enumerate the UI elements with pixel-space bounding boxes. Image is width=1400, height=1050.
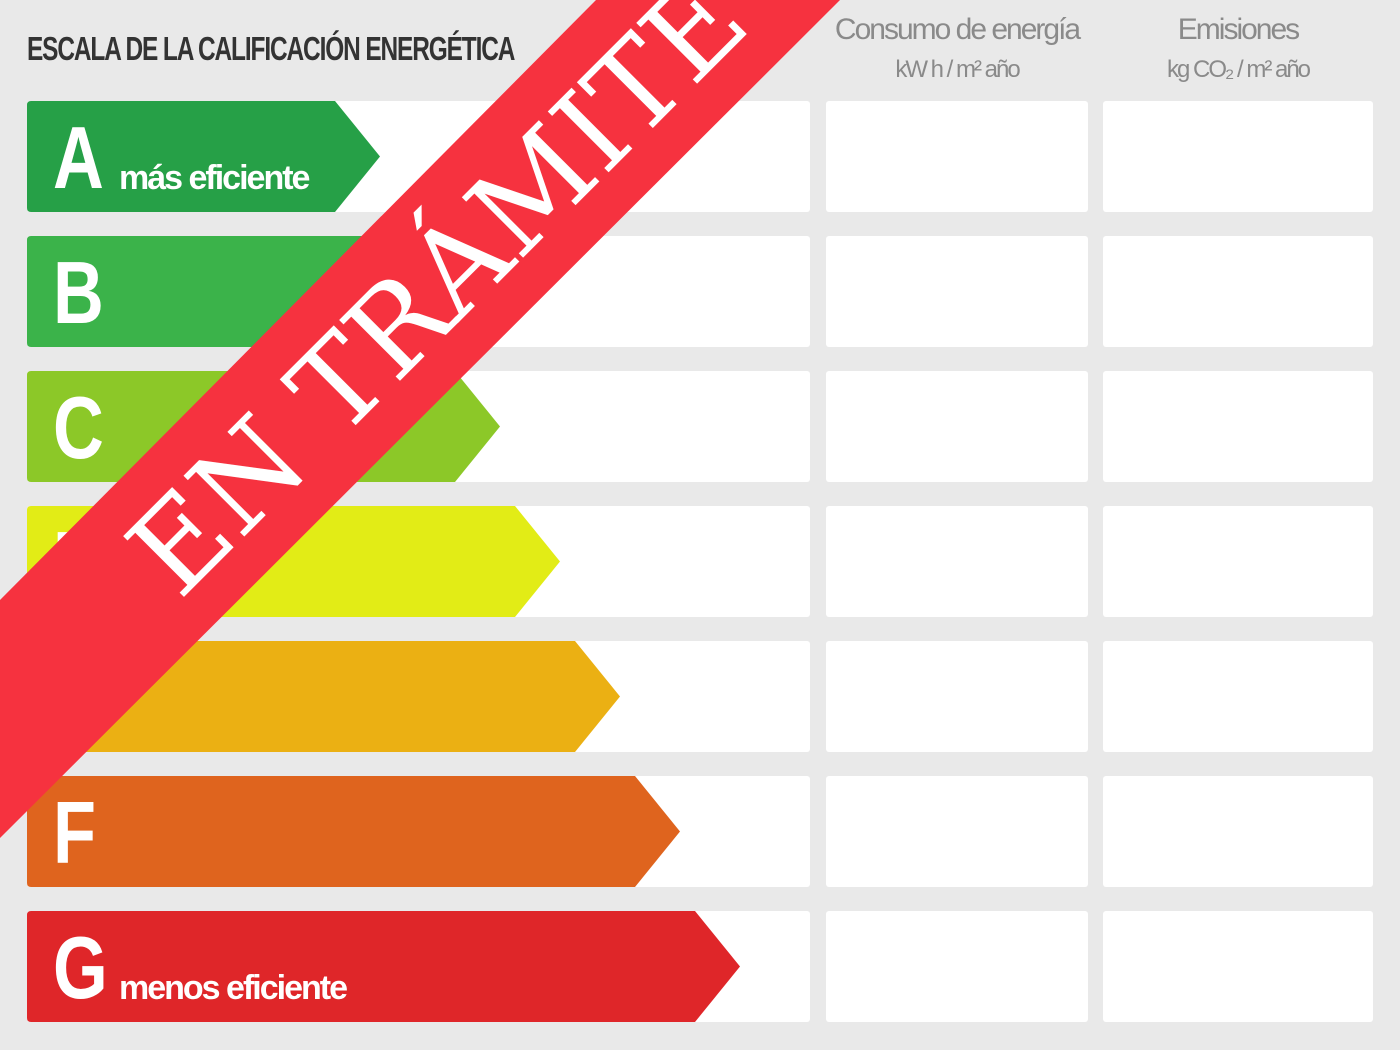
rating-letter: A — [53, 108, 104, 207]
energy-value-cell — [826, 776, 1088, 887]
rating-arrow-shape — [27, 101, 380, 212]
rating-description: más eficiente — [119, 159, 310, 197]
rating-letter: C — [53, 378, 104, 477]
column-header-energy: Consumo de energía kW h / m² año — [826, 10, 1088, 90]
energy-value-cell — [826, 506, 1088, 617]
rating-arrow: A más eficiente — [27, 101, 380, 212]
emissions-value-cell — [1103, 371, 1373, 482]
rating-row-g: G menos eficiente — [27, 911, 1373, 1022]
rating-letter: G — [53, 918, 108, 1017]
emissions-label: Emisiones — [1177, 13, 1300, 46]
energy-value-cell — [826, 641, 1088, 752]
energy-value-cell — [826, 236, 1088, 347]
emissions-unit: kg CO₂ / m² año — [1166, 56, 1311, 83]
emissions-value-cell — [1103, 236, 1373, 347]
rating-description: menos eficiente — [119, 969, 348, 1007]
banner-band — [0, 0, 840, 838]
emissions-value-cell — [1103, 506, 1373, 617]
rating-letter: B — [53, 243, 104, 342]
energy-value-cell — [826, 911, 1088, 1022]
column-header-emissions: Emisiones kg CO₂ / m² año — [1103, 10, 1373, 90]
rating-arrow-shape — [27, 776, 680, 887]
emissions-value-cell — [1103, 776, 1373, 887]
energy-value-cell — [826, 371, 1088, 482]
rating-row-f: F — [27, 776, 1373, 887]
emissions-value-cell — [1103, 101, 1373, 212]
banner-text: EN TRÁMITE — [102, 0, 774, 621]
emissions-value-cell — [1103, 911, 1373, 1022]
rating-arrow: G menos eficiente — [27, 911, 740, 1022]
rating-arrow: F — [27, 776, 680, 887]
emissions-value-cell — [1103, 641, 1373, 752]
energy-unit: kW h / m² año — [895, 56, 1020, 83]
energy-label: Consumo de energía — [834, 13, 1081, 46]
rating-arrow-shape — [27, 641, 620, 752]
energy-value-cell — [826, 101, 1088, 212]
rating-letter: F — [53, 783, 97, 882]
rating-arrow-shape — [27, 911, 740, 1022]
scale-title: ESCALA DE LA CALIFICACIÓN ENERGÉTICA — [27, 30, 515, 67]
